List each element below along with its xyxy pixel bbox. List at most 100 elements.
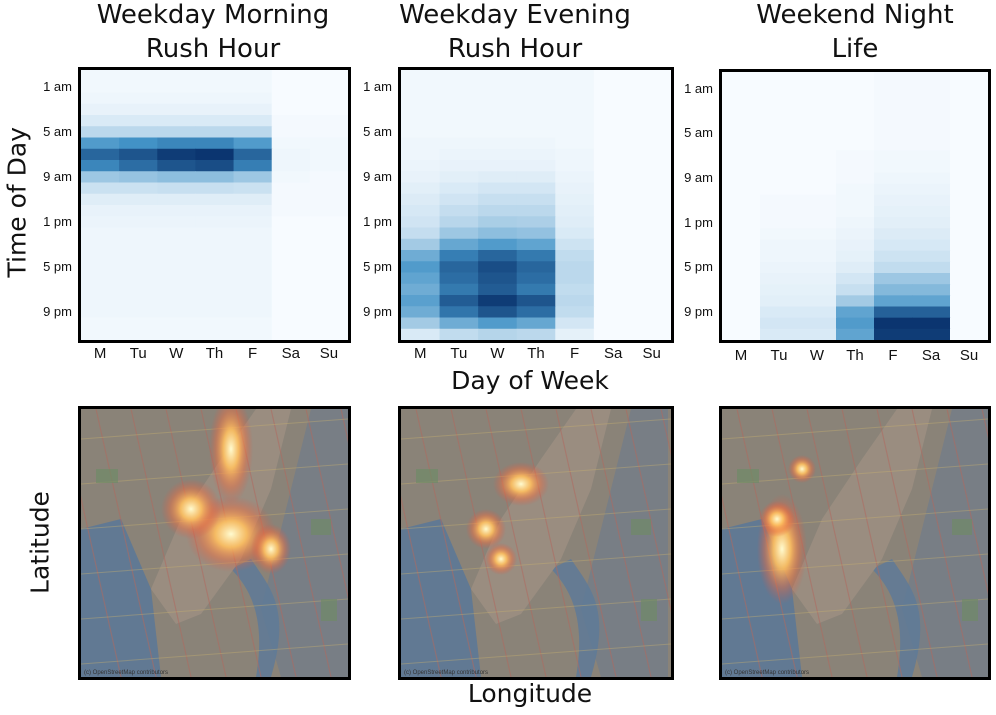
heatmap-cell <box>157 148 197 161</box>
heatmap-cell <box>401 261 441 274</box>
heatmap-cell <box>874 261 913 274</box>
heatmap-cell <box>309 238 348 251</box>
heatmap-cell <box>233 227 273 240</box>
heatmap-cell <box>478 205 518 217</box>
heatmap-panel-3 <box>719 69 991 343</box>
heatmap-cell <box>798 183 837 196</box>
heatmap-cell <box>271 182 311 195</box>
heatmap-cell <box>950 72 988 84</box>
heatmap-cell <box>439 250 479 262</box>
map-road <box>270 409 332 677</box>
y-tick-label: 5 am <box>363 123 392 139</box>
heatmap-cell <box>760 295 799 308</box>
heatmap-cell <box>632 261 671 274</box>
heatmap-cell <box>722 83 761 95</box>
heatmap-cell <box>119 137 158 150</box>
heatmap-cell <box>81 148 120 161</box>
heatmap-cell <box>798 228 837 241</box>
map-road <box>401 495 442 677</box>
heatmap-cell <box>912 317 951 330</box>
heatmap-cell <box>81 306 120 319</box>
heatmap-cell <box>760 105 799 118</box>
heatmap-cell <box>632 103 671 116</box>
heatmap-cell <box>836 83 875 95</box>
heatmap-cell <box>309 103 348 116</box>
heatmap-cell <box>912 273 951 285</box>
heatmap-cell <box>401 193 441 206</box>
heatmap-cell <box>555 216 595 229</box>
heatmap-cell <box>157 193 197 206</box>
heatmap-cell <box>555 137 595 150</box>
heatmap-cell <box>119 216 158 229</box>
x-tick-label: M <box>414 345 427 362</box>
heatmap-cell <box>555 328 595 340</box>
heatmap-cell <box>555 160 595 172</box>
heatmap-cell <box>593 137 634 150</box>
heatmap-cell <box>760 273 799 285</box>
heatmap-cell <box>157 317 197 330</box>
map-park <box>737 469 759 483</box>
heatmap-cell <box>439 317 479 330</box>
map-road <box>305 409 348 600</box>
heatmap-cell <box>478 148 518 161</box>
map-svg-1 <box>81 409 348 677</box>
heatmap-cell <box>874 194 913 207</box>
heatmap-cell <box>401 306 441 319</box>
heatmap-cell <box>478 250 518 262</box>
heatmap-cell <box>195 81 235 94</box>
heatmap-cell <box>836 172 875 185</box>
heatmap-cell <box>401 272 441 285</box>
heatmap-cell <box>233 216 273 229</box>
heatmap-cell <box>195 272 235 285</box>
heatmap-cell <box>233 283 273 296</box>
heatmap-cell <box>950 295 988 308</box>
heatmap-cell <box>157 205 197 217</box>
heatmap-cell <box>760 139 799 151</box>
y-tick-label: 1 am <box>43 78 72 94</box>
heatmap-cell <box>81 227 120 240</box>
heatmap-cell <box>309 216 348 229</box>
heatmap-cell <box>233 306 273 319</box>
heatmap-cell <box>632 148 671 161</box>
heatmap-cell <box>760 306 799 319</box>
heatmap-cell <box>593 182 634 195</box>
x-axis-title-day-of-week: Day of Week <box>451 366 609 395</box>
heatmap-cell <box>439 92 479 105</box>
heatmap-cell <box>632 81 671 94</box>
heatmap-panel-1 <box>78 67 351 343</box>
heatmap-cell <box>271 283 311 296</box>
heatmap-cell <box>632 205 671 217</box>
x-tick-label: Tu <box>450 345 468 362</box>
heatmap-cell <box>439 205 479 217</box>
heatmap-cell <box>950 328 988 340</box>
heatmap-cell <box>157 227 197 240</box>
heatmap-cell <box>950 317 988 330</box>
heatmap-cell <box>81 193 120 206</box>
heatmap-cell <box>195 238 235 251</box>
heatmap-cell <box>760 206 799 218</box>
heatmap-cell <box>516 103 556 116</box>
heatmap-cell <box>157 283 197 296</box>
map-road <box>722 463 988 485</box>
heatmap-cell <box>722 250 761 263</box>
heatmap-cell <box>874 105 913 118</box>
heatmap-cell <box>632 238 671 251</box>
heatmap-cell <box>950 183 988 196</box>
heatmap-cell <box>157 70 197 82</box>
map-heat-glow <box>161 479 221 539</box>
map-road <box>722 418 988 440</box>
heatmap-cell <box>874 295 913 308</box>
heatmap-cell <box>632 182 671 195</box>
heatmap-cell <box>912 183 951 196</box>
heatmap-cell <box>874 172 913 185</box>
heatmap-cell <box>555 283 595 296</box>
heatmap-cell <box>271 103 311 116</box>
heatmap-cell <box>157 328 197 340</box>
heatmap-cell <box>836 250 875 263</box>
heatmap-cell <box>233 295 273 307</box>
map-panel-2: (c) OpenStreetMap contributors <box>398 406 674 680</box>
heatmap-cell <box>401 295 441 307</box>
heatmap-cell <box>836 317 875 330</box>
x-tick-label: F <box>888 347 898 364</box>
heatmap-cell <box>555 306 595 319</box>
